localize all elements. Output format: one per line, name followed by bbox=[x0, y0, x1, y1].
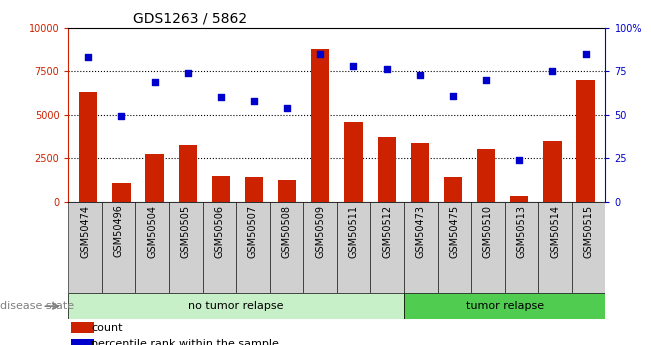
Text: GSM50508: GSM50508 bbox=[281, 205, 292, 258]
Text: GSM50514: GSM50514 bbox=[550, 205, 560, 258]
Text: percentile rank within the sample: percentile rank within the sample bbox=[91, 339, 279, 345]
Point bbox=[580, 51, 590, 57]
Bar bbox=[102, 202, 135, 293]
Bar bbox=[576, 80, 594, 202]
Point bbox=[448, 93, 458, 98]
Bar bbox=[212, 176, 230, 202]
Point bbox=[481, 77, 492, 82]
Point bbox=[547, 68, 558, 74]
Point bbox=[415, 72, 425, 77]
Bar bbox=[378, 137, 396, 202]
Bar bbox=[411, 142, 429, 202]
Bar bbox=[68, 202, 102, 293]
Bar bbox=[538, 202, 572, 293]
Bar bbox=[79, 92, 98, 202]
Text: GSM50506: GSM50506 bbox=[214, 205, 225, 258]
Bar bbox=[112, 183, 130, 202]
Text: GSM50509: GSM50509 bbox=[315, 205, 325, 258]
Point bbox=[348, 63, 359, 69]
Bar bbox=[437, 202, 471, 293]
Bar bbox=[278, 180, 296, 202]
Point bbox=[149, 79, 159, 85]
Bar bbox=[303, 202, 337, 293]
Bar bbox=[337, 202, 370, 293]
Point bbox=[514, 157, 525, 163]
Bar bbox=[270, 202, 303, 293]
Text: no tumor relapse: no tumor relapse bbox=[188, 301, 284, 311]
Bar bbox=[572, 202, 605, 293]
Text: tumor relapse: tumor relapse bbox=[465, 301, 544, 311]
Bar bbox=[477, 149, 495, 202]
Bar bbox=[444, 177, 462, 202]
Bar bbox=[471, 202, 505, 293]
Point bbox=[315, 51, 326, 57]
Bar bbox=[145, 154, 163, 202]
Point bbox=[83, 55, 94, 60]
Text: GSM50507: GSM50507 bbox=[248, 205, 258, 258]
Text: GDS1263 / 5862: GDS1263 / 5862 bbox=[133, 11, 247, 25]
Point bbox=[249, 98, 259, 104]
Bar bbox=[505, 202, 538, 293]
Bar bbox=[245, 177, 263, 202]
Text: GSM50473: GSM50473 bbox=[416, 205, 426, 258]
Bar bbox=[311, 49, 329, 202]
Point bbox=[282, 105, 292, 110]
Text: disease state: disease state bbox=[0, 301, 74, 311]
Bar bbox=[236, 202, 270, 293]
Text: GSM50515: GSM50515 bbox=[584, 205, 594, 258]
Point bbox=[116, 114, 126, 119]
Bar bbox=[344, 122, 363, 202]
Point bbox=[381, 67, 392, 72]
Bar bbox=[71, 322, 94, 333]
Text: GSM50496: GSM50496 bbox=[114, 205, 124, 257]
Bar bbox=[169, 202, 202, 293]
Text: GSM50505: GSM50505 bbox=[181, 205, 191, 258]
Text: GSM50504: GSM50504 bbox=[147, 205, 158, 258]
Bar bbox=[510, 196, 529, 202]
Text: GSM50474: GSM50474 bbox=[80, 205, 90, 258]
Bar bbox=[404, 202, 437, 293]
Text: GSM50512: GSM50512 bbox=[382, 205, 393, 258]
Bar bbox=[404, 293, 605, 319]
Text: GSM50513: GSM50513 bbox=[516, 205, 527, 258]
Bar bbox=[71, 339, 94, 345]
Text: count: count bbox=[91, 323, 122, 333]
Bar bbox=[178, 145, 197, 202]
Bar bbox=[370, 202, 404, 293]
Bar bbox=[135, 202, 169, 293]
Text: GSM50511: GSM50511 bbox=[349, 205, 359, 258]
Point bbox=[215, 95, 226, 100]
Bar bbox=[202, 202, 236, 293]
Text: GSM50475: GSM50475 bbox=[449, 205, 460, 258]
Point bbox=[182, 70, 193, 76]
Bar bbox=[68, 293, 404, 319]
Bar bbox=[544, 141, 562, 202]
Text: GSM50510: GSM50510 bbox=[483, 205, 493, 258]
